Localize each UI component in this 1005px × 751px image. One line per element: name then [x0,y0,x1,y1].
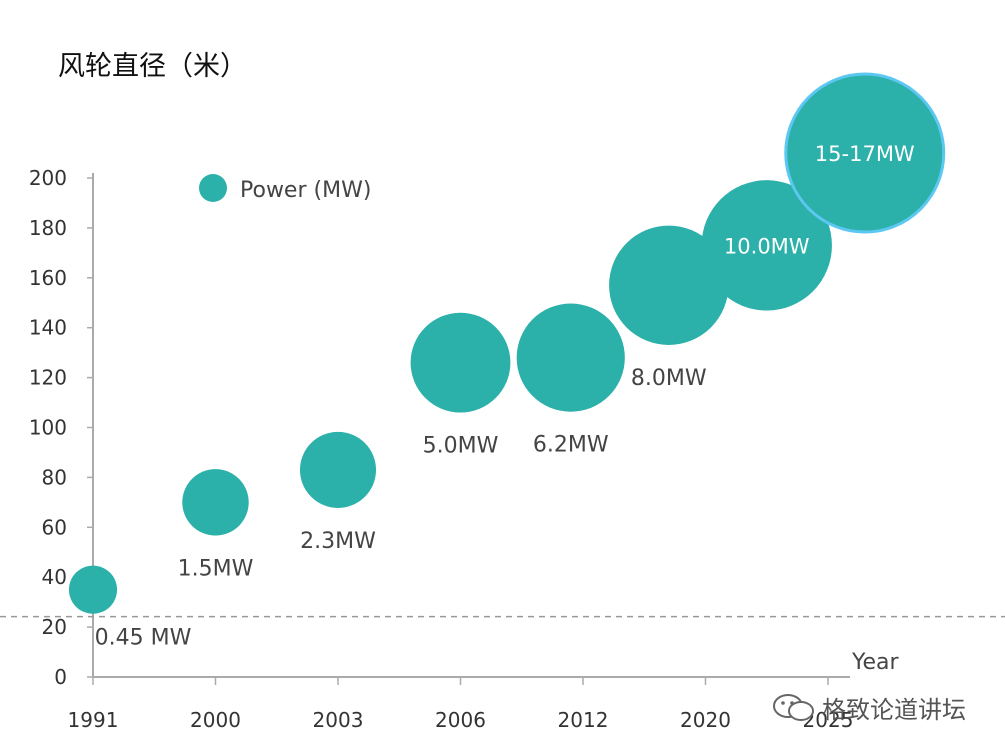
y-tick-label: 100 [29,416,67,440]
x-axis-title: Year [851,650,900,675]
labels-layer: 0.45 MW 1.5MW 2.3MW 5.0MW 6.2MW 8.0MW 10.0MW 15… [95,142,915,651]
y-tick-label: 20 [42,615,67,639]
watermark-text: 格致论道讲坛 [822,696,966,724]
bubble-2025 [784,72,946,234]
x-tick-label: 2000 [190,708,241,732]
y-tick-label: 200 [29,166,67,190]
bubble-label: 0.45 MW [95,626,192,651]
legend-marker [199,174,227,202]
bubble-label: 15-17MW [815,142,915,166]
bubble-2006 [410,312,511,413]
x-tick-label: 2006 [435,708,486,732]
bubble-2000 [182,469,249,536]
y-tick-label: 60 [42,515,67,539]
x-tick-label: 2020 [680,708,731,732]
wechat-icon [772,693,816,723]
watermark: 格致论道讲坛 [772,690,966,725]
bubble-label: 1.5MW [178,557,254,582]
y-tick-label: 140 [29,316,67,340]
bubble-label: 10.0MW [724,234,810,258]
bubble-2003 [299,431,377,508]
bubbles-layer [68,72,946,614]
axes-layer: 0 20 40 60 80 100 120 140 160 180 200 1991 2000 2003 2… [0,166,1005,732]
y-tick-label: 40 [42,565,67,589]
legend-label: Power (MW) [240,178,371,203]
bubble-2020-2025 [701,180,832,311]
y-tick-label: 180 [29,216,67,240]
y-tick-label: 160 [29,266,67,290]
x-tick-label: 2012 [558,708,609,732]
bubble-label: 8.0MW [631,366,707,391]
y-tick-label: 0 [54,665,67,689]
page-title: 风轮直径（米） [58,51,247,82]
bubble-2012 [516,303,625,412]
x-tick-label: 1991 [68,708,119,732]
bubble-1991 [68,565,118,614]
bubble-label: 6.2MW [533,433,609,458]
x-tick-label: 2003 [313,708,364,732]
bubble-label: 5.0MW [423,434,499,459]
y-tick-label: 120 [29,366,67,390]
bubble-label: 2.3MW [300,529,376,554]
bubble-2020 [609,225,729,345]
y-tick-label: 80 [42,465,67,489]
